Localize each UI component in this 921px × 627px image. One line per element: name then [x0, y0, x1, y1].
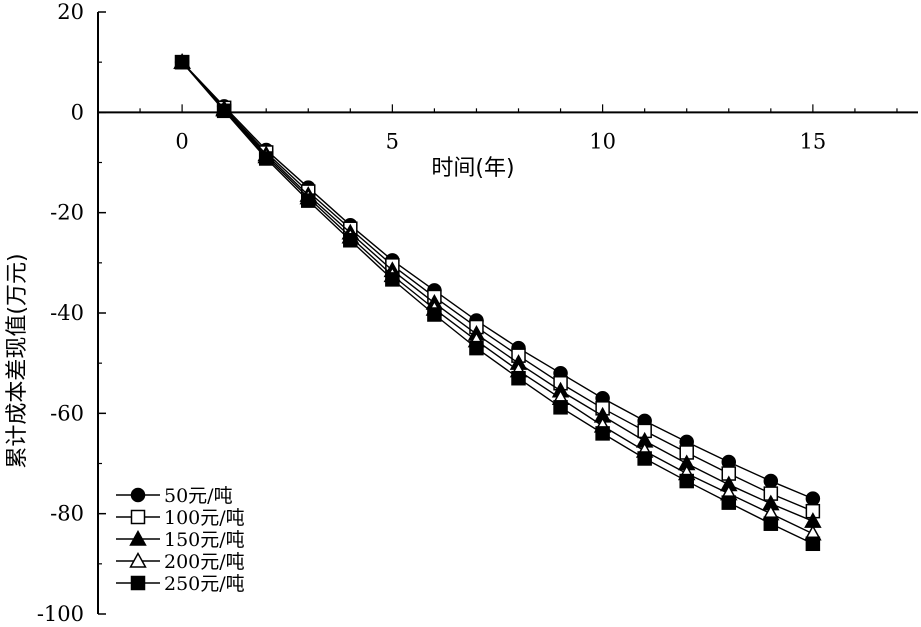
y-tick-label: 0: [71, 100, 84, 124]
y-tick-label: -40: [50, 301, 84, 325]
data-point: [385, 272, 400, 287]
data-point: [637, 451, 652, 466]
data-point: [511, 370, 526, 386]
data-point: [427, 307, 442, 322]
y-tick-label: -100: [37, 602, 84, 626]
legend-label: 250元/吨: [164, 573, 245, 595]
data-point: [595, 426, 610, 441]
legend-label: 200元/吨: [164, 551, 245, 573]
legend-item: 50元/吨: [116, 485, 233, 507]
x-axis-title: 时间(年): [431, 156, 514, 181]
legend-marker: [130, 487, 146, 503]
y-tick-label: -20: [50, 201, 84, 225]
data-point: [174, 54, 190, 70]
series-1: [174, 54, 821, 506]
data-point: [301, 193, 316, 208]
series-line: [181, 61, 814, 522]
series-line: [181, 61, 814, 512]
y-tick-label: -80: [50, 502, 84, 526]
legend-item: 150元/吨: [116, 529, 245, 551]
x-tick-label: 15: [800, 129, 827, 153]
series-2: [174, 54, 821, 519]
y-axis-ticks: 20 0 -20 -40 -60 -80 -100: [37, 0, 106, 626]
legend-label: 100元/吨: [164, 507, 245, 529]
legend-marker: [129, 529, 147, 546]
data-point: [721, 495, 737, 510]
legend-label: 150元/吨: [164, 529, 245, 551]
legend-marker: [130, 575, 146, 591]
data-point: [679, 473, 694, 489]
legend-item: 200元/吨: [116, 551, 245, 573]
x-tick-label: 5: [386, 129, 399, 153]
series-line: [181, 61, 814, 535]
series-3: [173, 53, 822, 528]
y-axis-title: 累计成本差现值(万元): [5, 253, 30, 468]
series-line: [181, 61, 814, 545]
y-tick-label: -60: [50, 401, 84, 425]
series-line: [181, 61, 814, 500]
x-tick-label: 0: [175, 129, 188, 153]
data-point: [343, 233, 358, 248]
data-point: [258, 151, 274, 166]
data-point: [469, 340, 484, 356]
y-tick-label: 20: [57, 0, 84, 24]
data-point: [553, 400, 568, 415]
legend-item: 100元/吨: [116, 507, 245, 529]
data-point: [763, 473, 779, 489]
series-5: [174, 54, 821, 552]
data-point: [805, 491, 821, 506]
x-tick-label: 10: [589, 129, 616, 153]
legend-item: 250元/吨: [116, 573, 245, 595]
data-point: [763, 516, 779, 531]
legend-marker: [130, 509, 146, 525]
legend-label: 50元/吨: [164, 485, 233, 507]
series-layer: [173, 53, 822, 552]
data-point: [805, 536, 821, 552]
x-axis-ticks: 0 5 10 15: [139, 104, 898, 153]
legend-marker: [129, 551, 147, 568]
